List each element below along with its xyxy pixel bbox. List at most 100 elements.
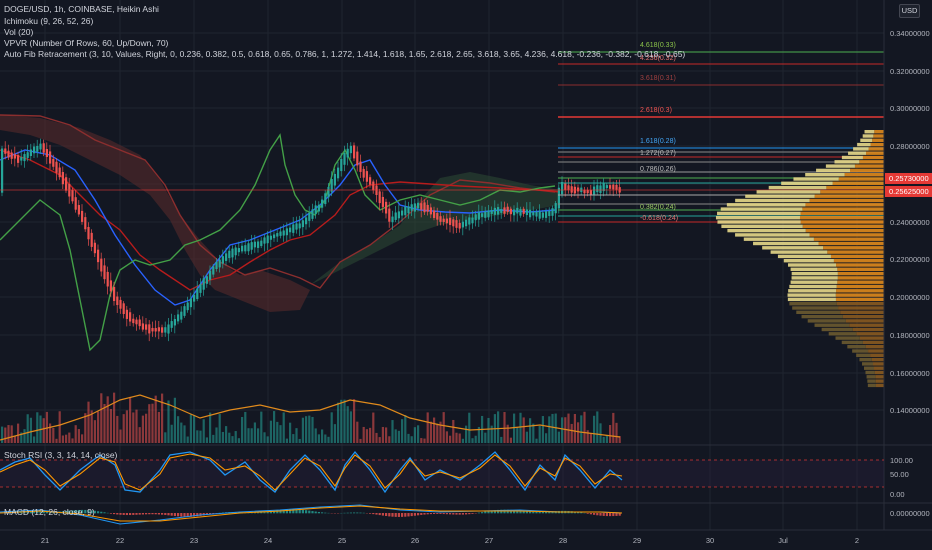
macd-histogram-bar	[353, 512, 356, 514]
candle-body	[285, 228, 288, 236]
macd-histogram-bar	[541, 511, 544, 514]
candle-body	[58, 167, 61, 178]
fib-label: -0.618(0.24)	[640, 215, 678, 222]
macd-histogram-bar	[260, 512, 263, 514]
vpvr-row	[870, 142, 884, 147]
macd-histogram-bar	[593, 513, 596, 515]
fib-label: 3.618(0.31)	[640, 75, 676, 82]
vpvr-row	[875, 383, 884, 388]
volume-bar	[330, 412, 333, 443]
macd-histogram-bar	[519, 510, 522, 514]
fib-label: 0.382(0.24)	[640, 204, 676, 211]
candle-body	[548, 210, 551, 217]
price-axis[interactable]: 0.34000000 0.32000000 0.30000000 0.28000…	[890, 29, 930, 518]
macd-histogram-bar	[490, 510, 493, 514]
volume-bar	[138, 427, 141, 443]
vpvr-row	[800, 211, 884, 216]
vpvr-row	[735, 233, 810, 237]
macd-histogram-bar	[545, 511, 548, 514]
candle-body	[231, 248, 234, 258]
macd-histogram-bar	[84, 509, 87, 514]
time-axis[interactable]: 21 22 23 24 25 26 27 28 29 30 Jul 2	[41, 536, 859, 545]
volume-bar	[311, 416, 314, 443]
vpvr-row	[793, 177, 839, 181]
candle-body	[81, 210, 84, 222]
candle-body	[567, 185, 570, 190]
candle-body	[468, 217, 471, 225]
volume-bar	[135, 409, 138, 443]
vpvr-row	[841, 155, 863, 160]
candle-body	[253, 241, 256, 248]
price-tick: 0.32000000	[890, 67, 930, 76]
candle-body	[132, 318, 135, 324]
volume-bar	[388, 436, 391, 443]
volume-ma-line	[0, 394, 621, 441]
vpvr-row	[813, 237, 884, 241]
candle-body	[106, 271, 109, 287]
fib-label: 0.786(0.26)	[640, 166, 676, 173]
vpvr-row	[816, 168, 851, 173]
candle-body	[298, 223, 301, 229]
volume-bar	[333, 424, 336, 443]
candle-body	[439, 216, 442, 222]
volume-bar	[609, 425, 612, 443]
macd-histogram-bar	[359, 512, 362, 514]
volume-bar	[449, 435, 452, 443]
vpvr-row	[721, 224, 803, 228]
vpvr-row	[787, 297, 836, 302]
vpvr-row	[717, 220, 801, 224]
time-tick: 24	[264, 536, 272, 545]
candle-body	[401, 210, 404, 216]
candle-body	[196, 288, 199, 300]
candle-body	[586, 189, 589, 194]
macd-histogram-bar	[154, 513, 157, 515]
volume-bar	[151, 403, 154, 443]
macd-signal-line	[0, 505, 623, 522]
candle-body	[247, 243, 250, 252]
volume-bar	[74, 425, 77, 443]
candle-body	[45, 149, 48, 158]
macd-histogram-bar	[516, 510, 519, 514]
candle-body	[279, 231, 282, 236]
volume-bar	[221, 431, 224, 443]
currency-button[interactable]: USD	[899, 4, 920, 18]
candle-body	[289, 227, 292, 233]
price-tick: 0.22000000	[890, 255, 930, 264]
volume-bar	[442, 412, 445, 443]
volume-bar	[231, 436, 234, 443]
volume-bar	[529, 418, 532, 443]
volume-bar	[225, 426, 228, 443]
candle-body	[394, 212, 397, 220]
price-tick: 0.30000000	[890, 104, 930, 113]
vpvr-row	[875, 379, 884, 383]
macd-histogram-bar	[346, 512, 349, 514]
candle-body	[538, 211, 541, 219]
vpvr-row	[837, 276, 884, 280]
volume-bar	[148, 404, 151, 443]
vpvr-row	[857, 142, 871, 147]
candle-body	[535, 211, 538, 217]
volume-bar	[305, 416, 308, 443]
volume-bar	[433, 417, 436, 443]
volume-bar	[317, 434, 320, 443]
macd-histogram-bar	[170, 513, 173, 516]
volume-bar	[170, 424, 173, 443]
vpvr-row	[859, 357, 872, 362]
candle-body	[145, 324, 148, 330]
vpvr-row	[859, 336, 884, 340]
volume-bar	[23, 429, 26, 443]
vpvr-row	[792, 306, 839, 310]
vpvr-row	[768, 185, 827, 190]
candle-body	[317, 204, 320, 212]
macd-histogram-bar	[324, 512, 327, 514]
macd-histogram-bar	[74, 510, 77, 514]
candle-body	[148, 324, 151, 334]
volume-bar	[372, 412, 375, 443]
vpvr-row	[871, 357, 884, 362]
candle-body	[84, 217, 87, 230]
volume-bar	[455, 432, 458, 443]
volume-bar	[458, 433, 461, 443]
candle-body	[532, 211, 535, 216]
vpvr-row	[805, 173, 845, 177]
